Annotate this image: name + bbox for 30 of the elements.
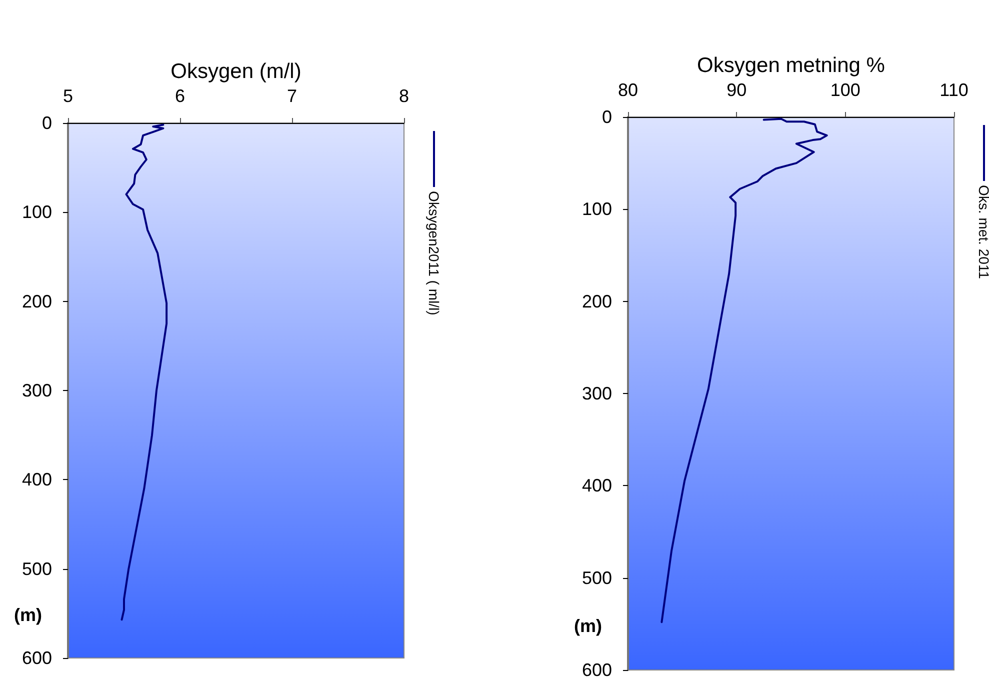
y-tick-label: 300 [582, 384, 612, 404]
text: Oksygen2011 ( ml/l) [426, 191, 442, 316]
x-axis-title: Oksygen metning % [697, 54, 885, 78]
y-axis-title: (m) [14, 605, 42, 626]
y-tick-label: 200 [582, 291, 612, 312]
x-tick-label: 90 [726, 80, 747, 100]
y-tick-label: 500 [22, 558, 52, 579]
x-tick-label: 5 [62, 86, 74, 106]
x-tick-label: 110 [940, 80, 968, 100]
x-tick-label: 100 [830, 80, 860, 100]
y-tick-label: 0 [42, 113, 52, 133]
x-tick-label: 6 [174, 86, 186, 106]
x-tick-label: 8 [398, 86, 410, 106]
y-tick-label: 100 [582, 199, 612, 220]
y-tick-label: 200 [22, 291, 52, 312]
y-tick-label: 500 [582, 568, 612, 588]
y-axis-title: (m) [574, 616, 602, 636]
y-tick-label: 600 [22, 648, 52, 668]
y-tick-label: 400 [582, 476, 612, 496]
y-tick-label: 100 [22, 202, 52, 222]
y-tick-label: 0 [602, 107, 612, 127]
y-tick-label: 600 [582, 660, 612, 680]
x-tick-label: 80 [618, 80, 638, 100]
x-axis-title: Oksygen (m/l) [170, 60, 302, 84]
y-tick-label: 300 [22, 380, 52, 400]
x-tick-label: 7 [286, 86, 298, 106]
y-tick-label: 400 [22, 470, 52, 490]
line-series [660, 118, 828, 624]
line-series [120, 124, 168, 621]
text: Oks. met. 2011 [976, 185, 989, 280]
